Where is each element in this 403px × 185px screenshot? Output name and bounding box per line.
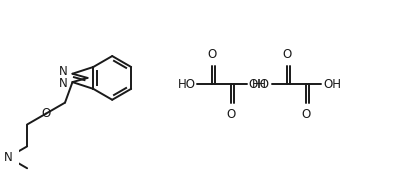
Text: HO: HO (177, 78, 195, 91)
Text: O: O (208, 48, 217, 61)
Text: N: N (59, 77, 68, 90)
Text: O: O (283, 48, 292, 61)
Text: HO: HO (252, 78, 270, 91)
Text: N: N (59, 65, 68, 78)
Text: N: N (4, 151, 12, 164)
Text: O: O (42, 107, 51, 120)
Text: O: O (301, 108, 311, 121)
Text: OH: OH (323, 78, 341, 91)
Text: OH: OH (248, 78, 266, 91)
Text: O: O (227, 108, 236, 121)
